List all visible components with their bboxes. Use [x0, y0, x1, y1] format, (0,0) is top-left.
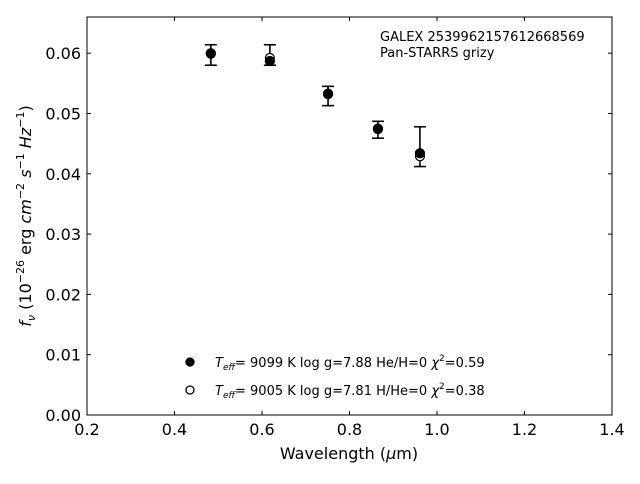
x-tick-label: 1.2: [512, 420, 537, 439]
legend-open-marker: [185, 385, 195, 395]
filled-model-point: [414, 148, 426, 159]
y-tick-label: 0.05: [45, 104, 81, 123]
annotation-line-1: GALEX 2539962157612668569: [380, 30, 585, 45]
legend: Teff= 9099 K log g=7.88 He/H=0 χ2=0.59 Te…: [185, 354, 485, 401]
y-tick-label: 0.00: [45, 406, 81, 425]
filled-model-point: [205, 48, 216, 59]
x-axis-label: Wavelength (μm): [280, 444, 418, 463]
x-tick-label: 1.4: [599, 420, 624, 439]
x-tick-label: 0.6: [249, 420, 274, 439]
legend-filled-marker: [185, 357, 195, 367]
x-tick-label: 0.4: [162, 420, 187, 439]
x-tick-label: 0.8: [337, 420, 362, 439]
y-tick-label: 0.01: [45, 346, 81, 365]
x-tick-label: 1.0: [424, 420, 449, 439]
legend-entry: Teff= 9005 K log g=7.81 H/He=0 χ2=0.38: [215, 382, 485, 401]
filled-model-point: [372, 123, 384, 134]
y-tick-label: 0.02: [45, 285, 81, 304]
legend-entry: Teff= 9099 K log g=7.88 He/H=0 χ2=0.59: [215, 354, 485, 373]
y-axis-label: fν (10−26 erg cm−2 s−1 Hz−1): [14, 105, 38, 326]
y-tick-label: 0.03: [45, 225, 81, 244]
filled-model-point: [322, 88, 334, 99]
y-tick-label: 0.06: [45, 44, 81, 63]
y-tick-label: 0.04: [45, 165, 81, 184]
filled-model-point: [264, 55, 275, 67]
x-tick-label: 0.2: [74, 420, 99, 439]
annotation-line-2: Pan-STARRS grizy: [380, 46, 495, 61]
